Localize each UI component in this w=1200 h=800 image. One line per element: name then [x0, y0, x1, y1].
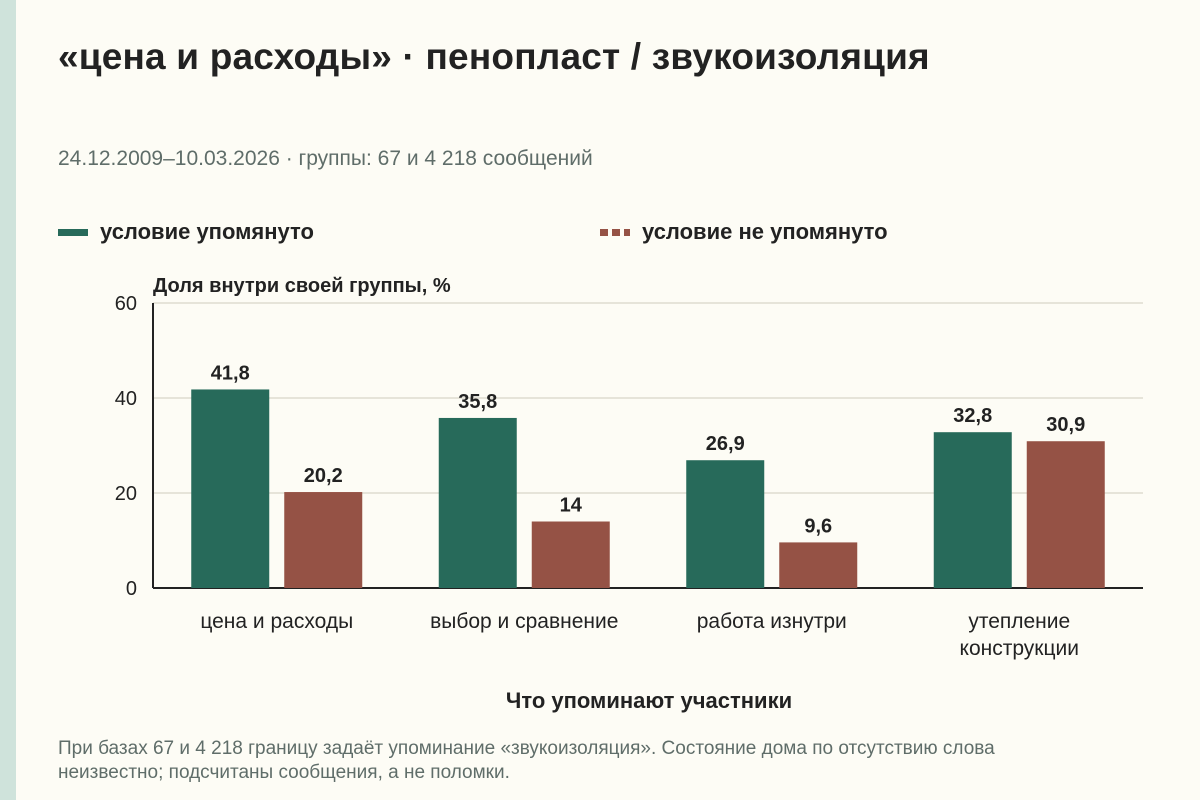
bar-value-label: 30,9 [1046, 414, 1085, 436]
bar-value-label: 41,8 [211, 362, 250, 384]
bar-mentioned [191, 389, 270, 588]
x-category-label: работа изнутри [697, 610, 847, 633]
bar-layer [191, 389, 1105, 588]
legend-swatch-mentioned [58, 228, 88, 236]
label-layer: 0 20 40 60 41,8 20,2 цена и расходы 35,8 14 выбор… [115, 293, 1085, 660]
x-category-label: цена и расходы [200, 610, 353, 633]
bar-value-label: 9,6 [804, 515, 832, 537]
y-tick-label: 20 [115, 483, 137, 505]
legend-item-mentioned: условие упомянуто [58, 219, 314, 245]
legend-label-mentioned: условие упомянуто [100, 219, 314, 244]
x-category-label: утепление [968, 610, 1070, 633]
bar-value-label: 35,8 [458, 391, 497, 413]
accent-strip [0, 0, 16, 800]
x-axis-title: Что упоминают участники [506, 688, 792, 713]
chart-title: «цена и расходы» · пенопласт / звукоизол… [58, 36, 930, 77]
bar-not-mentioned [779, 542, 858, 588]
bar-mentioned [686, 460, 765, 588]
x-category-label: конструкции [960, 637, 1079, 660]
y-axis-title: Доля внутри своей группы, % [153, 275, 451, 297]
bar-mentioned [438, 417, 517, 588]
legend-item-not-mentioned: условие не упомянуто [600, 219, 888, 245]
bar-value-label: 32,8 [953, 405, 992, 427]
y-tick-label: 0 [126, 578, 137, 600]
bar-mentioned [933, 432, 1012, 588]
bar-value-label: 14 [560, 495, 583, 517]
bar-not-mentioned [1026, 441, 1105, 588]
legend-label-not-mentioned: условие не упомянуто [642, 219, 888, 244]
bar-value-label: 20,2 [304, 465, 343, 487]
chart-subtitle: 24.12.2009–10.03.2026 · группы: 67 и 4 2… [58, 147, 593, 170]
bar-value-label: 26,9 [706, 433, 745, 455]
y-tick-label: 60 [115, 293, 137, 315]
x-category-label: выбор и сравнение [430, 610, 618, 633]
y-tick-label: 40 [115, 388, 137, 410]
footnote: При базах 67 и 4 218 границу задаёт упом… [58, 738, 995, 783]
bar-not-mentioned [284, 492, 363, 588]
bar-not-mentioned [531, 521, 610, 588]
legend-swatch-not-mentioned [600, 228, 630, 236]
